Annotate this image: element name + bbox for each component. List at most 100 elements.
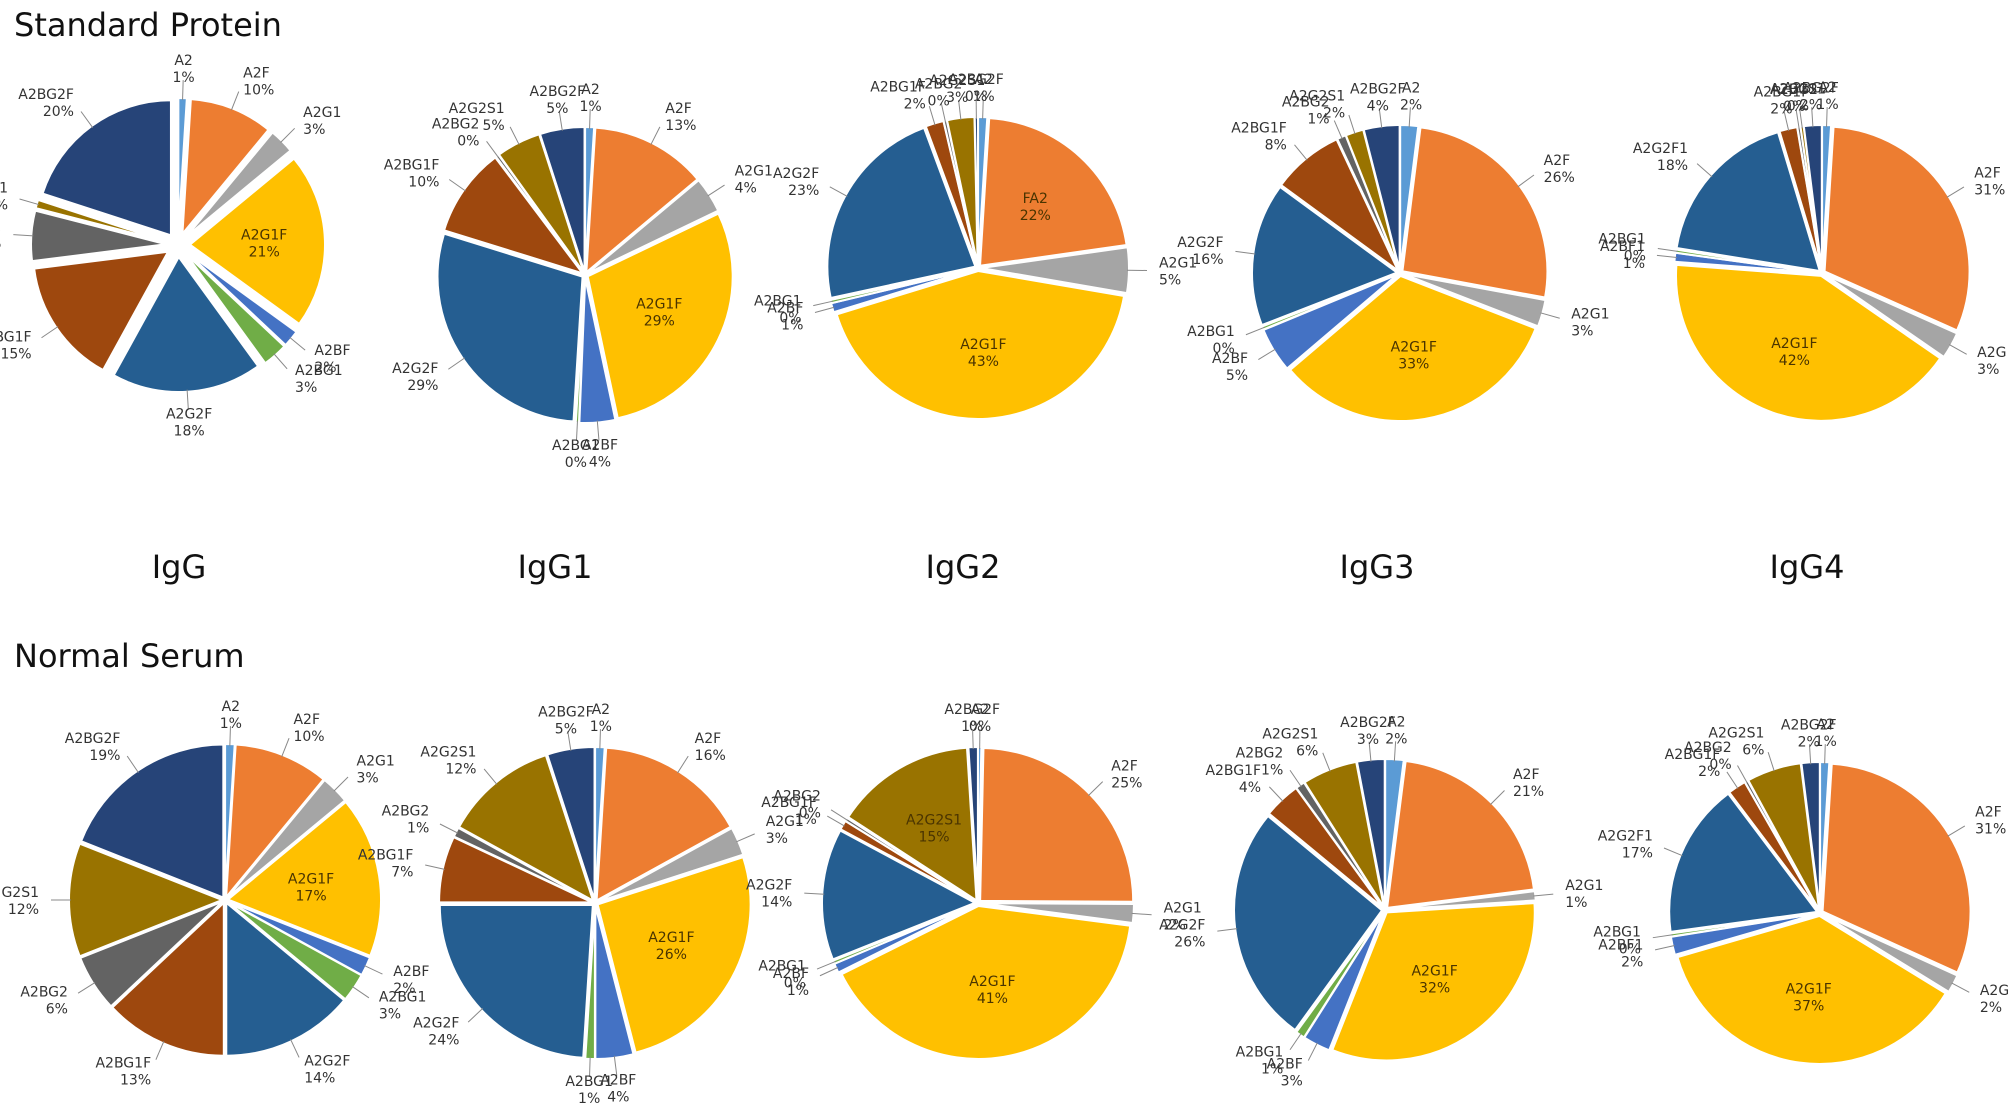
slice-percent: 6% [1742, 743, 1764, 759]
slice-label: A2BF1 [1598, 937, 1643, 953]
leader-line [650, 126, 661, 145]
leader-line [1951, 982, 1970, 993]
slice-label: A2G1F [288, 871, 334, 887]
slice-label: A2G1 [357, 753, 395, 769]
slice-label: A2G1 [303, 105, 341, 121]
leader-line [281, 738, 290, 757]
leader-line [1307, 1042, 1318, 1061]
slice-percent: 33% [1398, 357, 1429, 373]
pie-slice-a2g1f [1676, 914, 1948, 1065]
slice-label: A2G1F [960, 337, 1006, 353]
slice-label: A2G1 [1571, 307, 1609, 323]
slice-percent: 1% [787, 983, 809, 999]
slice-percent: 15% [0, 346, 31, 362]
chart-title-igg2: IgG2 [925, 548, 1001, 586]
slice-percent: 1% [1307, 112, 1329, 128]
leader-line [352, 986, 370, 999]
slice-percent: 10% [293, 729, 324, 745]
pie-4: A21%A2F31%A2G13%A2G1F42%A2BF11%A2BG10%A2… [1598, 80, 2008, 422]
pie-slice-a2g1f [835, 269, 1126, 420]
slice-percent: 0% [928, 93, 950, 109]
slice-percent: 3% [1977, 362, 1999, 378]
pie-slice-a2f [1385, 759, 1536, 910]
slice-label: A2F [665, 101, 692, 117]
slice-label: A2 [1402, 80, 1420, 96]
slice-percent: 16% [695, 748, 726, 764]
leader-line [1726, 771, 1739, 789]
slice-label: A2G2F [746, 877, 792, 893]
slice-percent: 0% [779, 310, 801, 326]
slice-label: A2BG2 [432, 117, 480, 133]
slice-percent: 23% [788, 183, 819, 199]
leader-line [1533, 893, 1554, 897]
slice-percent: 13% [120, 1073, 151, 1089]
slice-label: A2BG1 [1187, 324, 1235, 340]
slice-label: A2G1F [648, 930, 694, 946]
slice-label: A2BF [600, 1073, 636, 1089]
slice-label: A2BG2 [773, 788, 821, 804]
slice-label: A2G2F [1159, 918, 1205, 934]
slice-label: A2BG2F [538, 704, 594, 720]
slice-label: A2BG2F [18, 87, 74, 103]
slice-label: A2G1 [1159, 256, 1197, 272]
slice-label: A2BG2 [915, 76, 963, 92]
leader-line [1783, 111, 1790, 131]
slice-percent: 15% [918, 830, 949, 846]
slice-label: A2 [1387, 714, 1405, 730]
slice-label: A2 [222, 699, 240, 715]
leader-line [1949, 344, 1967, 355]
slice-label: A2BG1 [758, 959, 806, 975]
leader-line [972, 729, 974, 750]
slice-label: A2BG2 [382, 804, 430, 820]
slice-label: A2G2F [392, 361, 438, 377]
slice-percent: 16% [1192, 252, 1223, 268]
slice-percent: 2% [393, 981, 415, 997]
slice-label: A2BF [314, 343, 350, 359]
slice-percent: 20% [43, 104, 74, 120]
slice-label: A2 [581, 82, 599, 98]
slice-label: A2G1F [636, 297, 682, 313]
slice-percent: 3% [1281, 1073, 1303, 1089]
leader-line [182, 80, 184, 101]
slice-label: A2G2S1 [929, 73, 985, 89]
slice-percent: 5% [1226, 368, 1248, 384]
slice-percent: 5% [1159, 273, 1181, 289]
slice-label: A2BG2 [1236, 745, 1284, 761]
slice-percent: 2% [1800, 97, 1822, 113]
slice-percent: 3% [1357, 732, 1379, 748]
slice-label: A2BG2F [65, 731, 121, 747]
leader-line [827, 815, 845, 827]
slice-percent: 6% [0, 236, 1, 252]
leader-line [1289, 1032, 1302, 1051]
slice-label: A2G2F [304, 1053, 350, 1069]
leader-line [940, 102, 947, 123]
slice-label: A2BG2F [1781, 717, 1837, 733]
leader-line [816, 961, 836, 970]
leader-line [677, 755, 689, 774]
slice-percent: 3% [946, 90, 968, 106]
pie-6: A21%A2F16%A2G13%A2G1F26%A2BF4%A2BG11%A2G… [358, 702, 804, 1104]
slice-label: A2 [592, 702, 610, 718]
slice-label: A2BF1 [1600, 239, 1645, 255]
slice-percent: 1% [578, 1091, 600, 1104]
pie-3: A22%A2F26%A2G13%A2G1F33%A2BF5%A2BG10%A2G… [1177, 80, 1609, 422]
leader-line [1808, 744, 1812, 765]
leader-line [1408, 107, 1411, 128]
slice-label: A2F [1111, 758, 1138, 774]
slice-percent: 1% [590, 719, 612, 735]
slice-percent: 5% [482, 118, 504, 134]
slice-label: A2G2F [773, 166, 819, 182]
leader-line [1811, 107, 1814, 128]
slice-label: A2 [1818, 80, 1836, 96]
slice-percent: 12% [8, 902, 39, 918]
leader-line [1696, 163, 1713, 178]
pie-slice-a2g1f [596, 855, 752, 1054]
slice-label: A2G1 [1980, 983, 2008, 999]
slice-percent: 1% [1815, 734, 1837, 750]
slice-label: A2G1 [766, 814, 804, 830]
slice-label: A2G1 [735, 164, 773, 180]
slice-percent: 1% [220, 716, 242, 732]
slice-percent: 2% [1770, 102, 1792, 118]
slice-label: A2BG1F [870, 80, 926, 96]
slice-percent: 4% [589, 454, 611, 470]
